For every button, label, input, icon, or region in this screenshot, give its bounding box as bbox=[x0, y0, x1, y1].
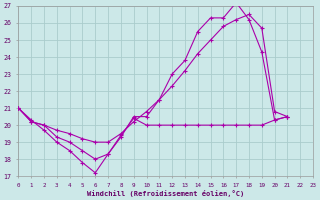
X-axis label: Windchill (Refroidissement éolien,°C): Windchill (Refroidissement éolien,°C) bbox=[87, 190, 244, 197]
